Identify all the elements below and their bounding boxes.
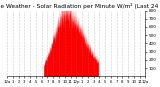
Title: Milwaukee Weather - Solar Radiation per Minute W/m² (Last 24 Hours): Milwaukee Weather - Solar Radiation per …: [0, 3, 160, 9]
